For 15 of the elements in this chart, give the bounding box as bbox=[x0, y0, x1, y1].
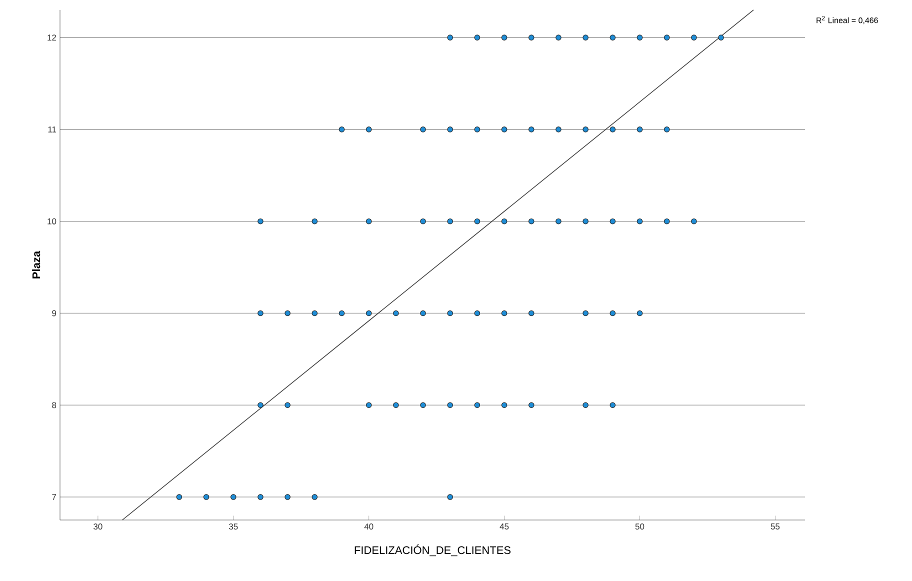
y-axis-title: Plaza bbox=[32, 250, 40, 278]
y-tick-label: 10 bbox=[48, 218, 56, 224]
x-tick-label: 45 bbox=[500, 524, 509, 530]
y-tick-label: 7 bbox=[52, 494, 56, 500]
x-tick-label: 30 bbox=[94, 524, 102, 530]
x-tick-label: 40 bbox=[364, 524, 374, 530]
y-tick-label: 9 bbox=[52, 310, 56, 316]
x-axis-title: FIDELIZACIÓN_DE_CLIENTES bbox=[354, 544, 511, 556]
x-tick-label: 55 bbox=[770, 524, 780, 530]
x-tick-label: 50 bbox=[635, 524, 644, 530]
y-tick-label: 12 bbox=[48, 34, 56, 41]
y-tick-label: 8 bbox=[52, 402, 56, 408]
y-tick-label: 11 bbox=[48, 126, 56, 132]
x-tick-label: 35 bbox=[228, 524, 238, 530]
text: R$^{2}$ Lineal = 0,466 bbox=[816, 16, 878, 24]
